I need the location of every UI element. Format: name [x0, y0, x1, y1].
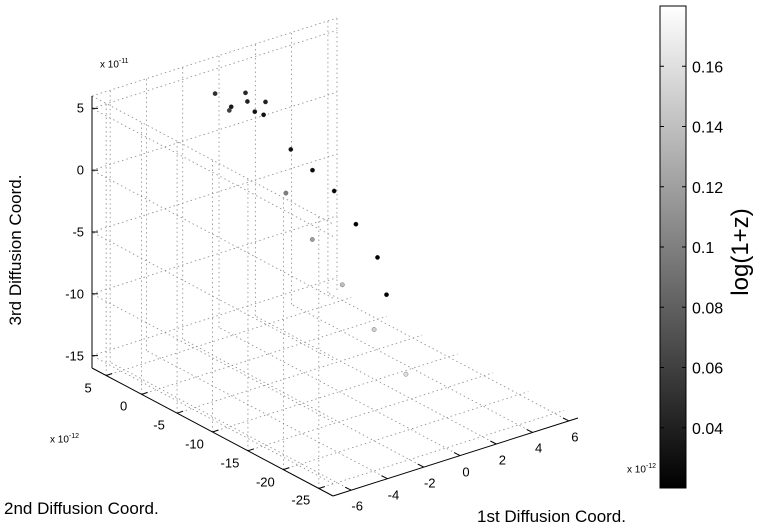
x-multiplier: x 10-12: [627, 463, 657, 476]
grid-line: [91, 153, 338, 233]
y-axis-title: 2nd Diffusion Coord.: [4, 499, 159, 518]
x-tick-label: 4: [535, 440, 543, 456]
data-point: [261, 112, 266, 118]
grid-line: [91, 215, 338, 295]
data-point: [384, 292, 389, 298]
data-point: [403, 371, 409, 377]
y-tick-mark: [212, 429, 219, 433]
y-tick-label: 5: [84, 380, 92, 396]
y-multiplier: x 10-12: [50, 433, 80, 446]
data-point: [212, 91, 218, 96]
z-multiplier: x 10-11: [100, 58, 129, 71]
box-edge: [91, 17, 338, 97]
data-point: [252, 109, 258, 115]
y-tick-mark: [176, 410, 184, 414]
data-point: [288, 147, 294, 152]
y-tick-mark: [283, 467, 290, 471]
grid-line: [91, 108, 334, 237]
colorbar-tick-label: 0.04: [692, 421, 723, 438]
z-axis-title: 3rd Diffusion Coord.: [6, 174, 25, 326]
data-point: [310, 167, 315, 173]
data-point: [263, 99, 268, 105]
grid-line: [91, 277, 338, 357]
colorbar-tick-label: 0.08: [692, 300, 723, 317]
y-tick-label: -5: [153, 417, 165, 433]
x-tick-mark: [490, 440, 497, 445]
x-tick-mark: [453, 452, 461, 457]
colorbar-label: log(1+z): [727, 208, 754, 296]
data-point: [245, 99, 250, 104]
grid-line: [91, 355, 334, 484]
z-tick-label: 5: [76, 100, 84, 116]
x-axis-title: 1st Diffusion Coord.: [477, 507, 626, 526]
y-tick-label: 0: [119, 398, 128, 414]
grid-line: [318, 410, 564, 489]
data-point: [353, 221, 359, 227]
grid-line: [91, 231, 334, 361]
x-tick-mark: [381, 475, 388, 480]
colorbar-tick-label: 0.1: [692, 240, 714, 257]
colorbar-tick-label: 0.06: [692, 361, 723, 378]
data-point: [331, 188, 337, 194]
z-tick-label: 0: [76, 162, 84, 178]
z-tick-label: -15: [65, 348, 84, 364]
data-point: [371, 327, 377, 332]
data-points: [212, 90, 409, 377]
x-tick-mark: [562, 417, 570, 422]
colorbar-tick-label: 0.16: [692, 59, 723, 76]
x-tick-label: 2: [498, 452, 506, 468]
grid-line: [146, 350, 388, 480]
data-point: [339, 282, 345, 288]
y-tick-mark: [141, 391, 148, 395]
y-tick-label: -10: [185, 436, 204, 452]
x-tick-mark: [526, 428, 533, 433]
grid-line: [218, 327, 461, 456]
axes-box: [91, 96, 579, 497]
y-tick-mark: [318, 485, 325, 489]
x-tick-label: -4: [387, 487, 400, 503]
data-point: [375, 255, 380, 260]
grid-line: [247, 372, 494, 452]
grid-line: [291, 304, 533, 433]
colorbar: 0.04 0.06 0.08 0.1 0.12 0.14 0.16: [659, 5, 723, 489]
box-edge: [91, 95, 334, 225]
colorbar-gradient: [659, 5, 687, 489]
x-tick-label: -6: [351, 498, 363, 514]
data-point: [226, 108, 232, 113]
data-point: [228, 104, 234, 110]
y-tick-label: -25: [291, 492, 311, 508]
x-tick-label: -2: [423, 475, 436, 491]
x-tick-label: 6: [571, 429, 579, 445]
x-tick-label: 0: [462, 464, 470, 480]
z-tick-label: -5: [72, 224, 84, 240]
grid-line: [91, 293, 334, 423]
grid-line: [283, 391, 529, 471]
x-tick-mark: [417, 463, 424, 468]
y-tick-mark: [106, 373, 113, 377]
y-tick-label: -15: [220, 455, 240, 471]
colorbar-tick-label: 0.14: [692, 120, 723, 137]
x-tick-mark: [344, 486, 352, 491]
data-point: [283, 190, 289, 196]
x-axis-line: [332, 417, 579, 497]
data-point: [309, 237, 315, 242]
grid-line: [91, 29, 338, 109]
z-tick-label: -10: [65, 286, 84, 302]
grid-line: [91, 169, 334, 299]
grid-line: [91, 91, 338, 171]
data-point: [243, 90, 248, 96]
y-tick-mark: [247, 448, 255, 452]
colorbar-tick-label: 0.12: [692, 180, 723, 197]
grid-lines: [91, 17, 570, 491]
y-tick-label: -20: [255, 474, 275, 490]
